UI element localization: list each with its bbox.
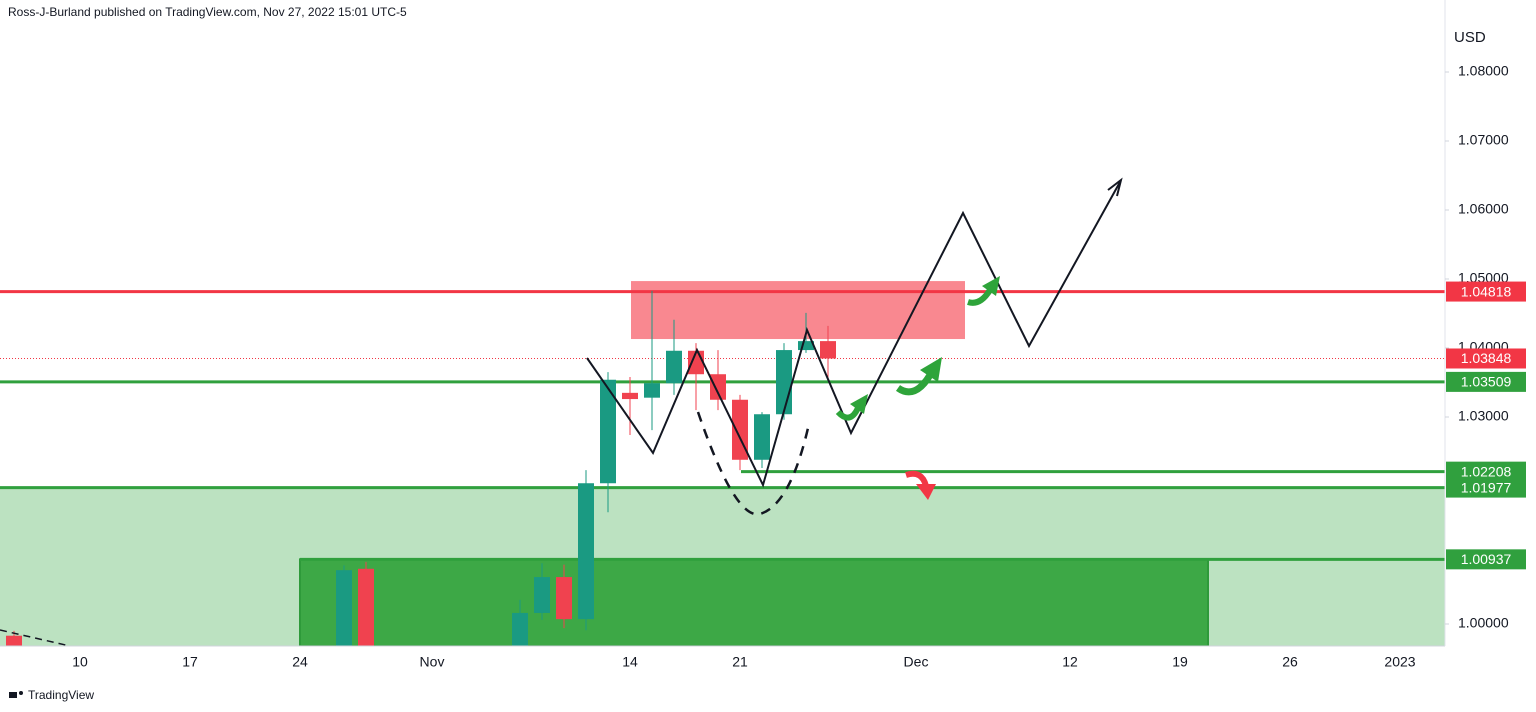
price-tag-box bbox=[1446, 549, 1526, 570]
candle-body bbox=[600, 379, 616, 484]
price-tag: 1.03509 bbox=[1461, 374, 1512, 390]
candle-body bbox=[798, 341, 814, 351]
red-arrow bbox=[905, 470, 929, 487]
branding-logo: TradingView bbox=[9, 688, 94, 702]
price-tag-box bbox=[1446, 461, 1526, 482]
candle-body bbox=[358, 568, 374, 646]
x-tick-label: 12 bbox=[1062, 654, 1078, 670]
green-arrow-head bbox=[920, 357, 942, 382]
axis-labels: 10 17 24 Nov 14 21 Dec 12 19 26 2023 1.00000 1.03000… bbox=[72, 63, 1526, 670]
x-tick-label: 17 bbox=[182, 654, 198, 670]
x-tick-label: 14 bbox=[622, 654, 638, 670]
candle-body bbox=[556, 577, 572, 620]
candle-body bbox=[666, 350, 682, 384]
projection-path bbox=[586, 181, 1121, 488]
x-tick-label: 26 bbox=[1282, 654, 1298, 670]
y-tick-label: 1.00000 bbox=[1458, 615, 1509, 631]
x-tick-label: 10 bbox=[72, 654, 88, 670]
annotations bbox=[0, 177, 1123, 646]
x-tick-label: 19 bbox=[1172, 654, 1188, 670]
price-tag: 1.01977 bbox=[1461, 479, 1512, 495]
price-tag: 1.03848 bbox=[1461, 350, 1512, 366]
candle-body bbox=[6, 635, 22, 646]
y-tick-label: 1.07000 bbox=[1458, 132, 1509, 148]
y-tick-label: 1.08000 bbox=[1458, 63, 1509, 79]
plot-area bbox=[0, 281, 1445, 646]
price-tag-box bbox=[1446, 348, 1526, 369]
x-tick-label: Dec bbox=[904, 654, 929, 670]
y-axis-label: USD bbox=[1454, 29, 1486, 46]
candle-body bbox=[754, 414, 770, 460]
logo-mark bbox=[9, 692, 17, 698]
candle-body bbox=[644, 383, 660, 398]
y-tick-label: 1.03000 bbox=[1458, 408, 1509, 424]
green-arrow bbox=[895, 373, 934, 396]
green-arrow bbox=[967, 288, 993, 306]
x-tick-label: 21 bbox=[732, 654, 748, 670]
green-arrow bbox=[835, 406, 861, 421]
candle-body bbox=[512, 612, 528, 646]
green-arrow-head bbox=[850, 394, 868, 414]
zone bbox=[299, 558, 1209, 646]
candle-body bbox=[820, 341, 836, 359]
branding: TradingView bbox=[28, 688, 94, 702]
price-tag-box bbox=[1446, 371, 1526, 392]
x-tick-label: Nov bbox=[420, 654, 445, 670]
candle-body bbox=[710, 374, 726, 400]
logo-mark bbox=[19, 691, 23, 695]
green-arrow-head bbox=[982, 276, 1000, 296]
price-tag-box bbox=[1446, 477, 1526, 498]
candle-body bbox=[776, 350, 792, 415]
candle-body bbox=[336, 570, 352, 646]
x-tick-label: 2023 bbox=[1384, 654, 1415, 670]
red-arrow-head bbox=[916, 484, 936, 500]
price-tag: 1.00937 bbox=[1461, 551, 1512, 567]
candle-body bbox=[622, 392, 638, 400]
price-tag: 1.04818 bbox=[1461, 283, 1512, 299]
dashed-curve bbox=[696, 411, 810, 516]
candle-body bbox=[578, 483, 594, 620]
zone bbox=[631, 281, 965, 340]
candle-body bbox=[534, 577, 550, 613]
y-tick-label: 1.06000 bbox=[1458, 201, 1509, 217]
x-tick-label: 24 bbox=[292, 654, 308, 670]
header: Ross-J-Burland published on TradingView.… bbox=[8, 5, 407, 19]
price-tag-box bbox=[1446, 281, 1526, 302]
price-tag: 1.02208 bbox=[1461, 463, 1512, 479]
arrow-head bbox=[1107, 177, 1123, 197]
